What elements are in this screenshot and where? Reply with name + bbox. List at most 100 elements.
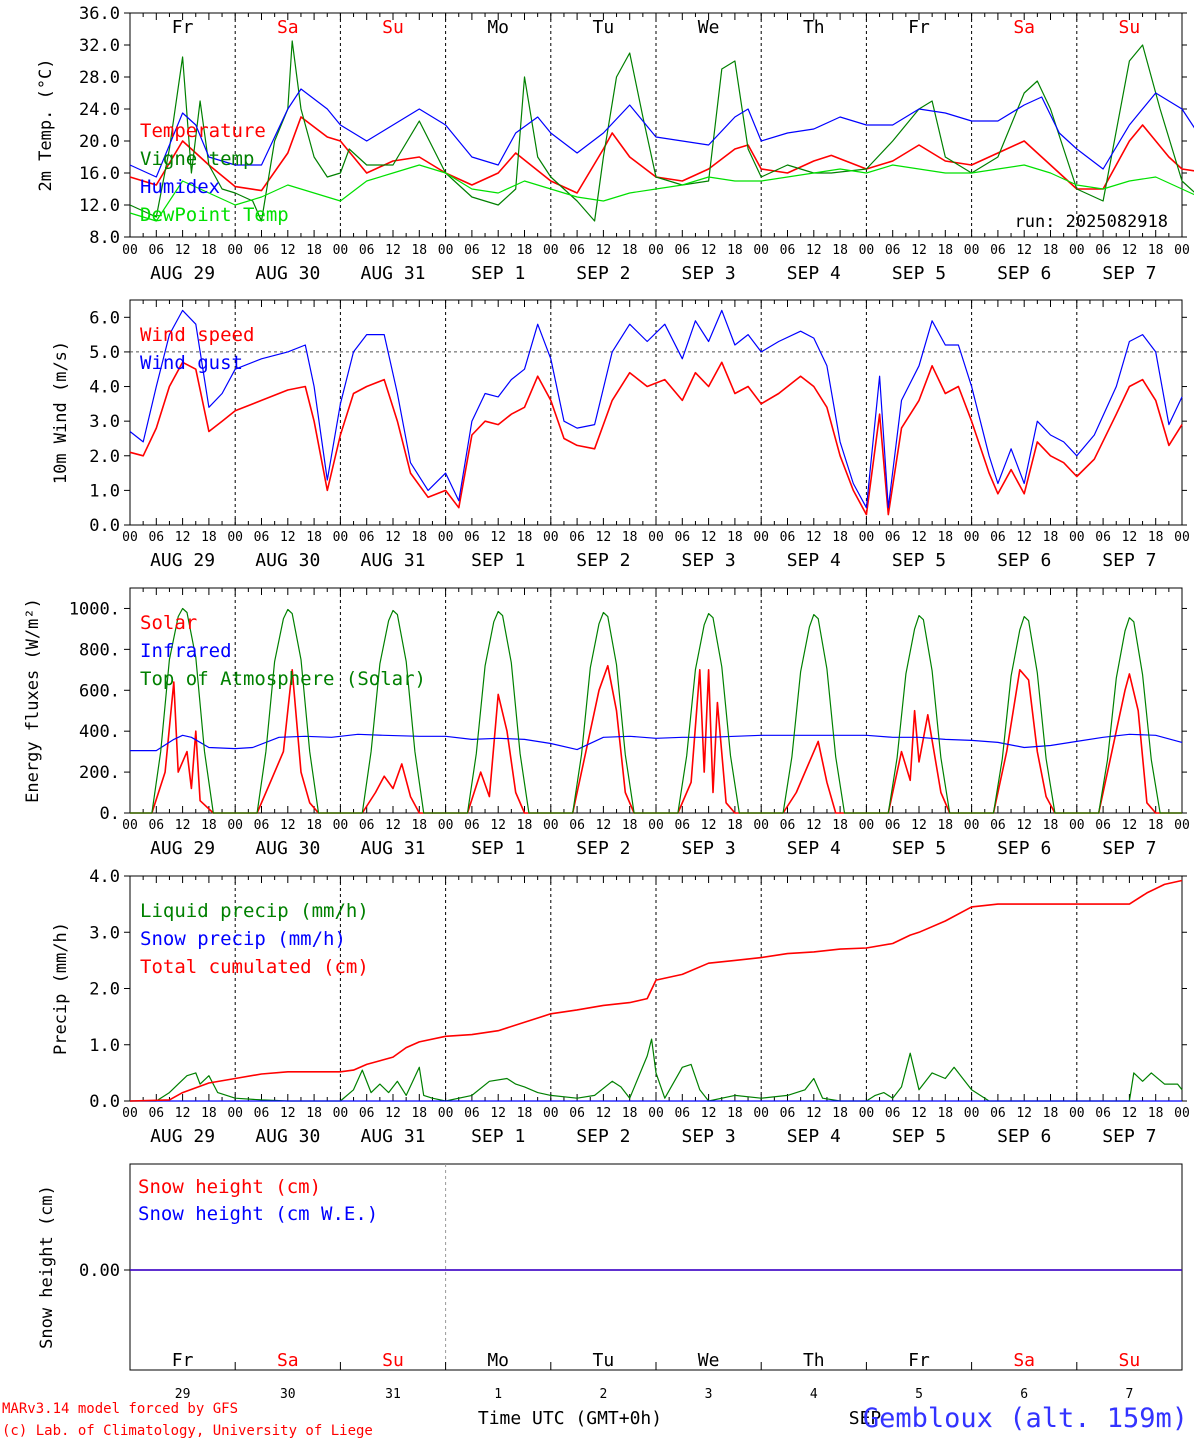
hour-tick-label: 00 — [964, 243, 980, 258]
hour-tick-label: 06 — [569, 243, 585, 258]
hour-tick-label: 06 — [780, 243, 796, 258]
hour-tick-label: 18 — [832, 818, 848, 833]
hour-tick-label: 12 — [911, 243, 927, 258]
hour-tick-label: 00 — [753, 1106, 769, 1121]
hour-tick-label: 12 — [596, 530, 612, 545]
date-label: SEP 2 — [576, 550, 630, 571]
hour-tick-label: 06 — [1095, 818, 1111, 833]
weekday-label-top: Tu — [593, 17, 615, 38]
date-label: AUG 31 — [360, 263, 425, 284]
hour-tick-label: 12 — [1122, 818, 1138, 833]
date-label: SEP 6 — [997, 1126, 1051, 1147]
hour-tick-label: 12 — [490, 530, 506, 545]
y-tick-label: 4.0 — [89, 867, 120, 887]
hour-tick-label: 06 — [885, 243, 901, 258]
hour-tick-label: 18 — [937, 530, 953, 545]
date-label: AUG 30 — [255, 838, 320, 859]
meteogram-labels: run: 2025082918 MARv3.14 model forced by… — [2, 212, 1188, 1439]
hour-tick-label: 06 — [990, 1106, 1006, 1121]
hour-tick-label: 00 — [1174, 243, 1190, 258]
hour-tick-label: 00 — [543, 530, 559, 545]
y-axis-label: 2m Temp. (°C) — [36, 58, 56, 191]
date-label: SEP 4 — [787, 263, 841, 284]
legend-entry: Vigne temp — [140, 148, 254, 170]
day-number-label: 29 — [175, 1387, 191, 1402]
y-tick-label: 1000. — [69, 599, 120, 619]
date-label: SEP 1 — [471, 1126, 525, 1147]
hour-tick-label: 00 — [1069, 243, 1085, 258]
weekday-label-bottom: Fr — [908, 1350, 930, 1371]
panel-3: 0. 200. 400. 600. 800. 1000. Energy fluxes (W/… — [23, 587, 1190, 859]
hour-tick-label: 06 — [885, 530, 901, 545]
series-wind-gust — [129, 309, 1183, 509]
hour-tick-label: 00 — [438, 530, 454, 545]
hour-tick-label: 06 — [780, 1106, 796, 1121]
hour-tick-label: 18 — [517, 1106, 533, 1121]
hour-tick-label: 06 — [885, 818, 901, 833]
weekday-label-bottom: Sa — [277, 1350, 299, 1371]
hour-tick-label: 00 — [227, 818, 243, 833]
hour-tick-label: 12 — [175, 243, 191, 258]
hour-tick-label: 12 — [911, 530, 927, 545]
day-number-label: 2 — [599, 1387, 607, 1402]
hour-tick-label: 12 — [701, 243, 717, 258]
panel-1: 8.0 12.0 16.0 20.0 24.0 28.0 32.0 36.0 2m Temp. … — [36, 4, 1194, 284]
hour-tick-label: 06 — [359, 818, 375, 833]
y-axis-label: Snow height (cm) — [37, 1185, 57, 1349]
hour-tick-label: 18 — [201, 530, 217, 545]
day-ticks — [129, 1362, 1183, 1370]
hour-tick-label: 06 — [254, 243, 270, 258]
hour-tick-label: 18 — [832, 530, 848, 545]
date-label: AUG 29 — [150, 550, 215, 571]
legend-entry: Liquid precip (mm/h) — [140, 900, 369, 922]
hour-tick-label: 00 — [1174, 818, 1190, 833]
lab-credit: (c) Lab. of Climatology, University of L… — [2, 1423, 373, 1439]
hour-tick-label: 00 — [1069, 530, 1085, 545]
date-label: AUG 31 — [360, 838, 425, 859]
hour-tick-label: 06 — [254, 1106, 270, 1121]
hour-tick-label: 00 — [753, 530, 769, 545]
date-label: SEP 4 — [787, 550, 841, 571]
weekday-label-bottom: Su — [1119, 1350, 1141, 1371]
hour-tick-label: 00 — [122, 243, 138, 258]
legend-entry: Snow precip (mm/h) — [140, 928, 346, 950]
hour-tick-label: 06 — [1095, 243, 1111, 258]
hour-tick-label: 06 — [148, 818, 164, 833]
hour-tick-label: 18 — [306, 243, 322, 258]
hour-tick-label: 12 — [806, 818, 822, 833]
hour-tick-label: 18 — [622, 243, 638, 258]
date-label: AUG 29 — [150, 838, 215, 859]
date-label: SEP 7 — [1102, 263, 1156, 284]
weekday-label-bottom: We — [698, 1350, 720, 1371]
y-tick-label: 28.0 — [79, 68, 120, 88]
panel-2: 0.0 1.0 2.0 3.0 4.0 5.0 6.0 10m Wind (m/s) Wind … — [51, 299, 1190, 571]
y-tick-label: 12.0 — [79, 196, 120, 216]
hour-tick-label: 06 — [464, 530, 480, 545]
hour-tick-label: 00 — [333, 243, 349, 258]
hour-tick-label: 06 — [569, 818, 585, 833]
hour-tick-label: 00 — [438, 243, 454, 258]
weekday-label-top: Sa — [1013, 17, 1035, 38]
hour-tick-label: 00 — [964, 530, 980, 545]
y-tick-label: 32.0 — [79, 36, 120, 56]
hour-tick-label: 00 — [227, 243, 243, 258]
series-temperature — [129, 116, 1194, 194]
hour-tick-label: 18 — [622, 530, 638, 545]
model-credit: MARv3.14 model forced by GFS — [2, 1401, 238, 1417]
date-label: SEP 2 — [576, 1126, 630, 1147]
month-label: SEP — [849, 1408, 882, 1429]
hour-tick-label: 00 — [227, 530, 243, 545]
weekday-label-top: Fr — [908, 17, 930, 38]
date-label: SEP 6 — [997, 263, 1051, 284]
hour-tick-label: 12 — [280, 243, 296, 258]
y-axis-label: Energy fluxes (W/m²) — [23, 598, 43, 803]
y-tick-label: 2.0 — [89, 980, 120, 1000]
date-label: AUG 30 — [255, 263, 320, 284]
date-label: SEP 1 — [471, 838, 525, 859]
date-label: SEP 4 — [787, 838, 841, 859]
hour-tick-label: 00 — [648, 1106, 664, 1121]
weekday-label-top: Sa — [277, 17, 299, 38]
hour-tick-label: 18 — [1043, 530, 1059, 545]
hour-tick-label: 00 — [438, 818, 454, 833]
hour-tick-label: 00 — [859, 530, 875, 545]
